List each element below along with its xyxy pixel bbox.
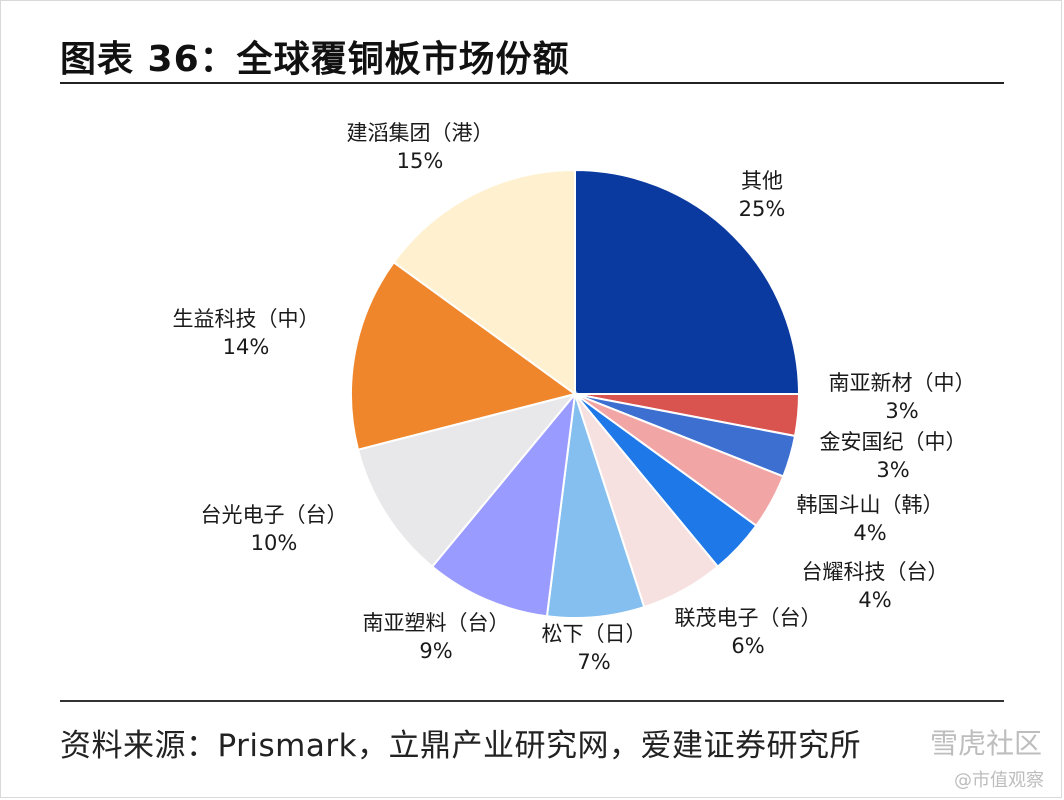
- pie-slice: [430, 390, 577, 618]
- pie-slices: [350, 168, 801, 619]
- slice-value-label: 3%: [885, 399, 918, 423]
- figure-title: 图表 36：全球覆铜板市场份额: [60, 39, 570, 80]
- slice-name-label: 联茂电子（台）: [675, 606, 822, 630]
- slice-value-label: 4%: [858, 588, 891, 612]
- slice-name-label: 台光电子（台）: [201, 503, 348, 527]
- pie-slice: [356, 392, 578, 568]
- slice-value-label: 14%: [223, 335, 270, 359]
- slice-name-label: 生益科技（中）: [173, 307, 320, 331]
- slice-name-label: 金安国纪（中）: [820, 430, 967, 454]
- slice-name-label: 韩国斗山（韩）: [797, 493, 944, 517]
- slice-name-label: 南亚塑料（台）: [363, 611, 510, 635]
- slice-value-label: 6%: [731, 634, 764, 658]
- slice-value-label: 25%: [739, 197, 786, 221]
- slice-value-label: 7%: [577, 650, 610, 674]
- slice-name-label: 其他: [741, 169, 783, 193]
- source-note: 资料来源：Prismark，立鼎产业研究网，爱建证券研究所: [60, 728, 862, 764]
- pie-slice: [350, 260, 578, 451]
- slice-value-label: 10%: [251, 531, 298, 555]
- pie-slice: [392, 168, 576, 396]
- watermark-handle: @市值观察: [954, 770, 1044, 791]
- slice-value-label: 15%: [397, 149, 444, 173]
- slice-value-label: 4%: [853, 521, 886, 545]
- slice-name-label: 松下（日）: [542, 622, 647, 646]
- slice-labels: 其他 25% 南亚新材（中） 3% 金安国纪（中） 3% 韩国斗山（韩） 4% 台耀科技（台） 4…: [173, 121, 976, 674]
- slice-name-label: 建滔集团（港）: [347, 121, 494, 145]
- watermark-text: 雪虎社区: [929, 727, 1042, 760]
- slice-name-label: 南亚新材（中）: [829, 371, 976, 395]
- slice-value-label: 9%: [419, 639, 452, 663]
- slice-name-label: 台耀科技（台）: [802, 560, 949, 584]
- title-rule: [60, 82, 1004, 84]
- pie-slice: [574, 168, 801, 395]
- slice-value-label: 3%: [876, 458, 909, 482]
- source-rule: [60, 700, 1004, 702]
